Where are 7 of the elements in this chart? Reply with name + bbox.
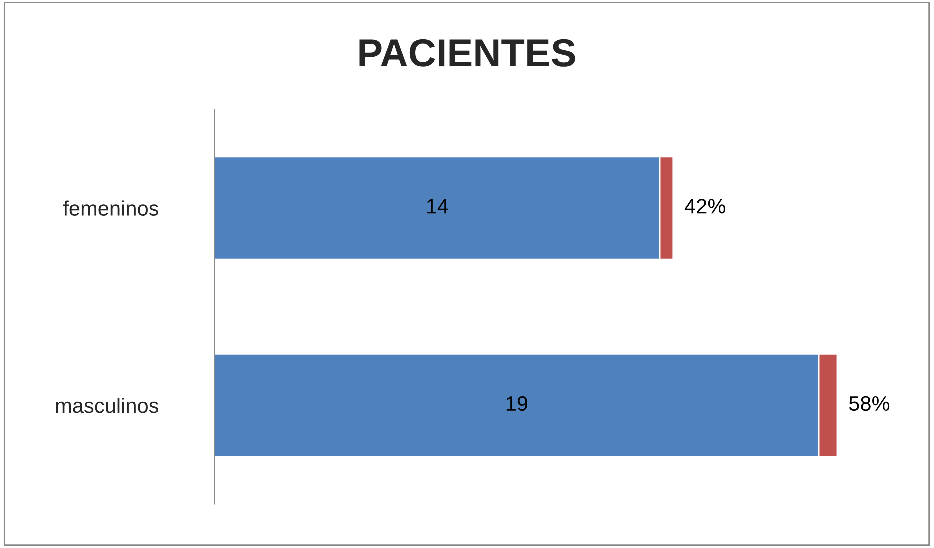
y-tick-label: masculinos	[56, 398, 159, 414]
data-label: 58%	[849, 396, 890, 412]
data-label: 42%	[684, 199, 726, 214]
data-label: 19	[506, 396, 528, 412]
data-label: 14	[427, 199, 448, 214]
y-tick-label: femeninos	[63, 200, 159, 216]
chart-title: PACIENTES	[360, 39, 576, 67]
